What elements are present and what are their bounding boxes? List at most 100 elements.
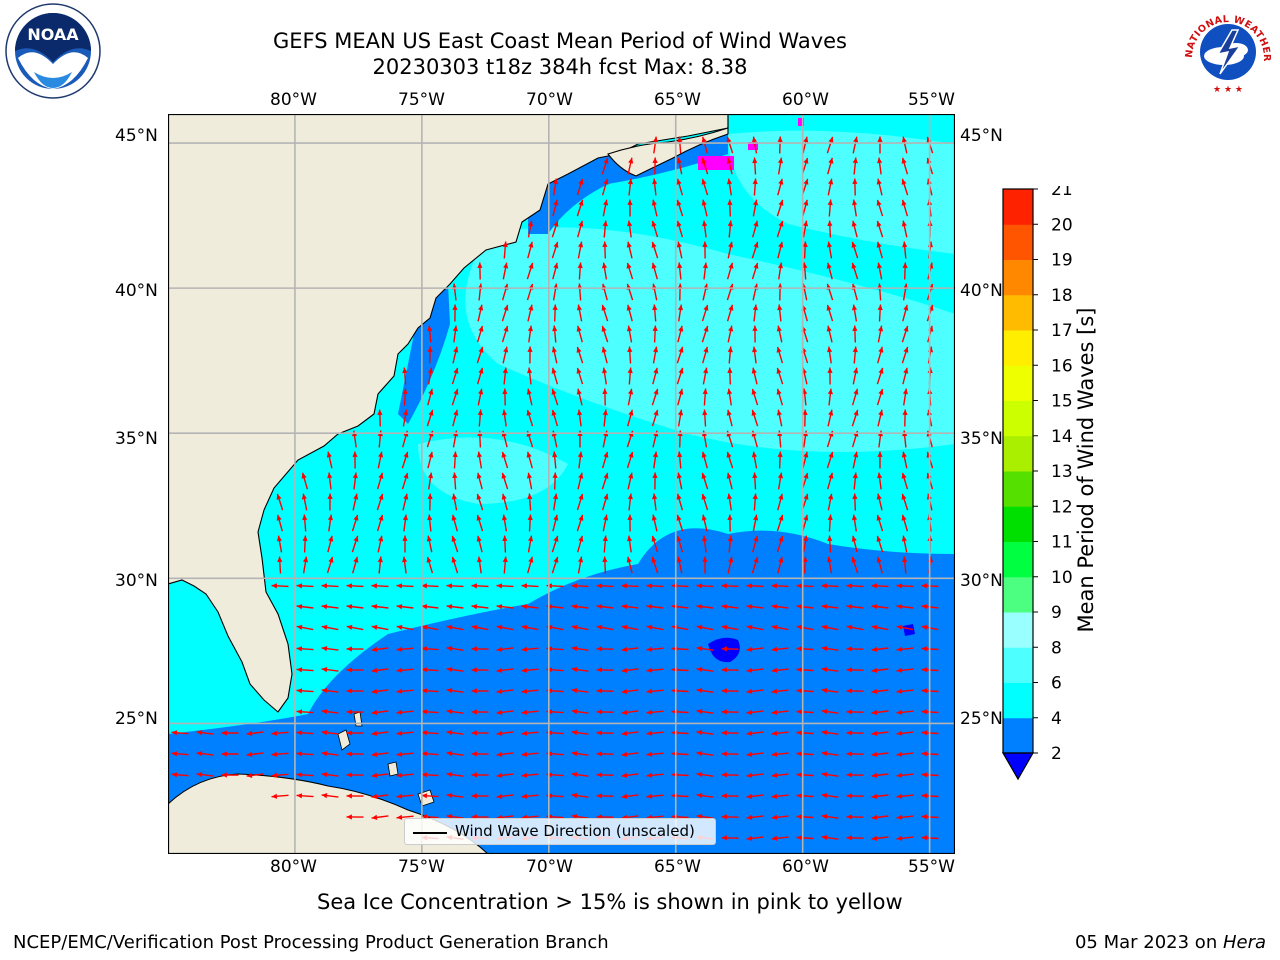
wave-direction-arrow [301, 472, 309, 490]
wave-direction-arrow [821, 688, 839, 694]
wave-direction-arrow [627, 388, 634, 406]
wave-direction-arrow [852, 367, 859, 385]
wave-direction-arrow [526, 388, 533, 406]
wave-direction-arrow [527, 514, 533, 532]
wave-direction-arrow [746, 667, 764, 673]
lon-tick-bottom: 70°W [526, 857, 573, 877]
wave-direction-arrow [696, 604, 714, 610]
colorbar-bin [1003, 189, 1033, 225]
wave-period-2-4-zone [398, 284, 450, 424]
wave-direction-arrow [621, 583, 639, 589]
wave-direction-arrow [321, 624, 339, 631]
wave-direction-arrow [196, 751, 214, 757]
colorbar-tick-label: 2 [1051, 744, 1062, 764]
wave-direction-arrow [726, 493, 733, 511]
wave-direction-arrow [851, 241, 859, 259]
wave-direction-arrow [371, 751, 389, 757]
wave-direction-arrow [826, 451, 834, 469]
wave-direction-arrow [527, 304, 534, 322]
wave-direction-arrow [346, 730, 364, 736]
wave-direction-arrow [896, 730, 914, 736]
wave-direction-arrow [576, 514, 584, 532]
wave-direction-arrow [621, 709, 639, 715]
wave-direction-arrow [777, 472, 784, 490]
wave-direction-arrow [471, 667, 489, 673]
wave-direction-arrow [476, 451, 483, 469]
wave-direction-arrow [496, 624, 514, 631]
wave-direction-arrow [551, 241, 559, 259]
wave-direction-arrow [746, 730, 764, 736]
wave-direction-arrow [452, 451, 458, 469]
wave-direction-arrow [371, 709, 389, 715]
wave-direction-arrow [752, 535, 759, 553]
wave-direction-arrow [871, 688, 889, 694]
lat-tick-left: 35°N [115, 429, 158, 449]
wave-direction-arrow [676, 346, 684, 364]
wave-direction-arrow [902, 304, 909, 322]
wave-direction-arrow [877, 157, 883, 175]
wave-direction-arrow [896, 772, 914, 778]
wave-direction-arrow [752, 514, 759, 532]
wave-direction-arrow [846, 835, 864, 841]
wave-direction-arrow [746, 814, 764, 820]
wave-direction-arrow [577, 472, 584, 490]
wave-direction-arrow [396, 730, 414, 736]
wave-direction-arrow [821, 604, 839, 610]
wave-direction-arrow [502, 556, 508, 574]
wave-direction-arrow [571, 772, 589, 778]
wave-direction-arrow [727, 535, 733, 553]
wave-direction-arrow [627, 514, 633, 532]
wave-direction-arrow [796, 709, 814, 715]
wave-direction-arrow [451, 388, 459, 406]
colorbar-bin [1003, 224, 1033, 260]
wave-direction-arrow [901, 346, 909, 364]
wave-direction-arrow [796, 751, 814, 757]
wave-direction-arrow [796, 730, 814, 736]
wave-direction-arrow [552, 199, 559, 217]
wave-direction-arrows [171, 136, 939, 841]
colorbar-bin [1003, 612, 1033, 648]
wave-direction-arrow [221, 730, 239, 736]
wave-direction-arrow [327, 493, 333, 511]
wave-direction-arrow [627, 220, 633, 238]
wave-direction-arrow [871, 667, 889, 673]
wave-direction-arrow [502, 409, 508, 427]
wave-direction-arrow [821, 730, 839, 736]
wave-direction-arrow [777, 136, 783, 154]
wave-direction-arrow [476, 472, 483, 490]
wave-direction-arrow [846, 646, 864, 652]
wave-direction-arrow [721, 688, 739, 694]
wave-direction-arrow [521, 793, 539, 799]
wave-direction-arrow [602, 388, 608, 406]
wave-direction-arrow [576, 493, 584, 511]
wave-direction-arrow [576, 178, 584, 196]
lon-tick-top: 55°W [908, 90, 955, 110]
wave-direction-arrow [771, 604, 789, 610]
wave-direction-arrow [701, 514, 708, 532]
wave-direction-arrow [296, 793, 314, 799]
wave-direction-arrow [702, 535, 708, 553]
wave-direction-arrow [702, 346, 709, 364]
wave-direction-arrow [446, 604, 464, 610]
wave-direction-arrow [327, 472, 333, 490]
wave-direction-arrow [802, 556, 808, 574]
wave-direction-arrow [851, 514, 858, 532]
wave-direction-arrow [776, 199, 784, 217]
wave-direction-arrow [427, 451, 434, 469]
lon-tick-bottom: 55°W [908, 857, 955, 877]
wave-direction-arrow [196, 730, 214, 736]
wave-direction-arrow [396, 709, 414, 715]
wave-direction-arrow [751, 136, 758, 154]
wave-direction-arrow [721, 772, 739, 778]
wave-direction-arrow [627, 367, 633, 385]
wave-direction-arrow [827, 388, 833, 406]
wave-direction-arrow [827, 199, 833, 217]
wave-direction-arrow [802, 451, 809, 469]
wave-direction-arrow [846, 814, 864, 820]
wave-direction-arrow [552, 493, 559, 511]
wave-direction-arrow [626, 325, 633, 343]
wave-direction-arrow [621, 793, 639, 799]
wave-direction-arrow [476, 325, 484, 343]
wave-direction-arrow [527, 367, 533, 385]
wave-direction-arrow [676, 535, 684, 553]
